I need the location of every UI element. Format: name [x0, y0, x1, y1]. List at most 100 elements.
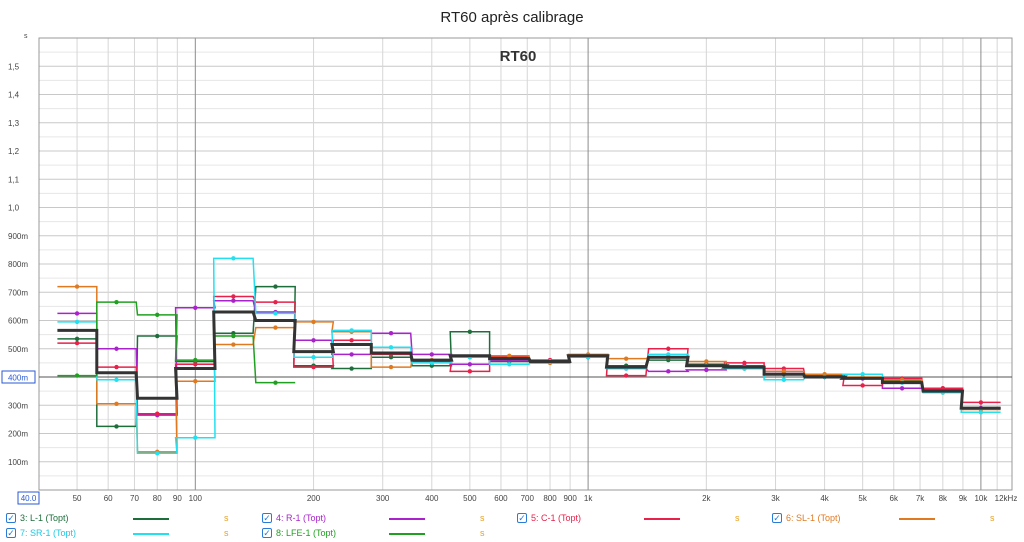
legend-unit: s — [480, 513, 485, 523]
checkbox-checked-icon[interactable]: ✓ — [262, 528, 272, 538]
series-point — [273, 299, 278, 305]
series-point — [114, 424, 119, 429]
y-axis-label: s — [24, 33, 28, 40]
y-tick-label: 1,1 — [8, 175, 20, 184]
series-line — [57, 301, 296, 384]
series-point — [74, 311, 80, 316]
series-point — [623, 356, 629, 361]
series-point — [155, 333, 160, 339]
series-point — [388, 345, 394, 350]
series-point — [781, 369, 787, 374]
y-tick-label: 900m — [8, 232, 28, 241]
series-point — [860, 383, 865, 388]
series-point — [231, 333, 236, 339]
series-point — [429, 352, 434, 357]
x-tick-label: 200 — [307, 494, 321, 503]
series-point — [155, 451, 160, 456]
window-title: RT60 après calibrage — [440, 9, 583, 26]
series-point — [114, 299, 119, 305]
series-point — [507, 362, 512, 367]
x-tick-label: 700 — [521, 494, 535, 503]
series-point — [193, 435, 198, 440]
x-tick-label: 400 — [425, 494, 439, 503]
series-8 — [57, 299, 296, 385]
legend-swatch — [389, 533, 425, 535]
y-tick-label: 1,5 — [8, 62, 20, 71]
series-point — [666, 352, 671, 357]
legend-swatch — [899, 518, 935, 520]
legend-unit: s — [480, 528, 485, 538]
series-point — [155, 411, 160, 416]
series-point — [349, 338, 354, 343]
y-tick-label: 1,3 — [8, 119, 20, 128]
x-tick-label: 6k — [890, 494, 899, 503]
checkbox-checked-icon[interactable]: ✓ — [262, 513, 272, 523]
series-point — [114, 377, 119, 383]
series-point — [311, 364, 316, 370]
series-point — [74, 373, 80, 378]
series-point — [74, 340, 80, 346]
series-point — [193, 357, 198, 363]
series-point — [349, 328, 354, 333]
x-tick-label: 50 — [73, 494, 82, 503]
x-tick-label: 800 — [543, 494, 557, 503]
series-point — [860, 371, 865, 377]
x-tick-label: 900 — [563, 494, 577, 503]
series-point — [978, 400, 984, 405]
legend-row-2: ✓ 7: SR-1 (Topt) s ✓ 8: LFE-1 (Topt) s — [0, 526, 1024, 542]
x-tick-label: 4k — [820, 494, 829, 503]
series-point — [467, 369, 473, 374]
series-point — [467, 362, 473, 367]
series-point — [781, 377, 787, 383]
x-tick-label: 300 — [376, 494, 390, 503]
series-point — [273, 311, 278, 316]
series-point — [273, 380, 278, 385]
series-point — [193, 305, 198, 310]
series-point — [978, 410, 984, 415]
series-point — [507, 353, 512, 359]
series-point — [388, 331, 394, 336]
legend-unit: s — [735, 513, 740, 523]
y-tick-label: 100m — [8, 458, 28, 467]
checkbox-checked-icon[interactable]: ✓ — [6, 528, 16, 538]
checkbox-checked-icon[interactable]: ✓ — [517, 513, 527, 523]
rt60-chart: RT60 après calibrage 400m s 100m 200m 300m 50… — [1, 9, 1018, 505]
plot-frame — [38, 37, 1013, 491]
y-tick-label: 1,0 — [8, 204, 20, 213]
x-tick-label: 100 — [189, 494, 203, 503]
series-point — [704, 359, 709, 364]
legend-label: 8: LFE-1 (Topt) — [276, 528, 337, 538]
x-tick-label: 2k — [702, 494, 711, 503]
series-point — [231, 256, 236, 261]
series-point — [311, 355, 316, 360]
series-point — [193, 362, 198, 367]
reference-label: 400m — [8, 374, 28, 383]
x-tick-label: 5k — [858, 494, 867, 503]
series-point — [114, 364, 119, 370]
series-point — [273, 325, 278, 330]
series-point — [273, 284, 278, 289]
x-tick-label: 1k — [584, 494, 593, 503]
x-tick-label: 10k — [974, 494, 988, 503]
checkbox-checked-icon[interactable]: ✓ — [6, 513, 16, 523]
checkbox-checked-icon[interactable]: ✓ — [772, 513, 782, 523]
series-point — [74, 336, 80, 342]
series-point — [74, 284, 80, 289]
grid-lines — [38, 38, 1013, 490]
series-point — [704, 367, 709, 373]
series-point — [231, 294, 236, 299]
y-tick-label: 200m — [8, 430, 28, 439]
x-tick-label: 80 — [153, 494, 162, 503]
x-tick-label: 90 — [173, 494, 182, 503]
legend-swatch — [133, 533, 169, 535]
x-tick-label: 12kHz — [995, 494, 1018, 503]
x-start-label: 40.0 — [21, 494, 37, 503]
series-point — [429, 360, 434, 366]
series-point — [899, 386, 905, 391]
x-start-box — [17, 491, 40, 505]
x-tick-label: 500 — [463, 494, 477, 503]
legend-label: 6: SL-1 (Topt) — [786, 513, 841, 523]
series-point — [666, 346, 671, 351]
legend-unit: s — [224, 513, 229, 523]
series-point — [742, 360, 747, 366]
